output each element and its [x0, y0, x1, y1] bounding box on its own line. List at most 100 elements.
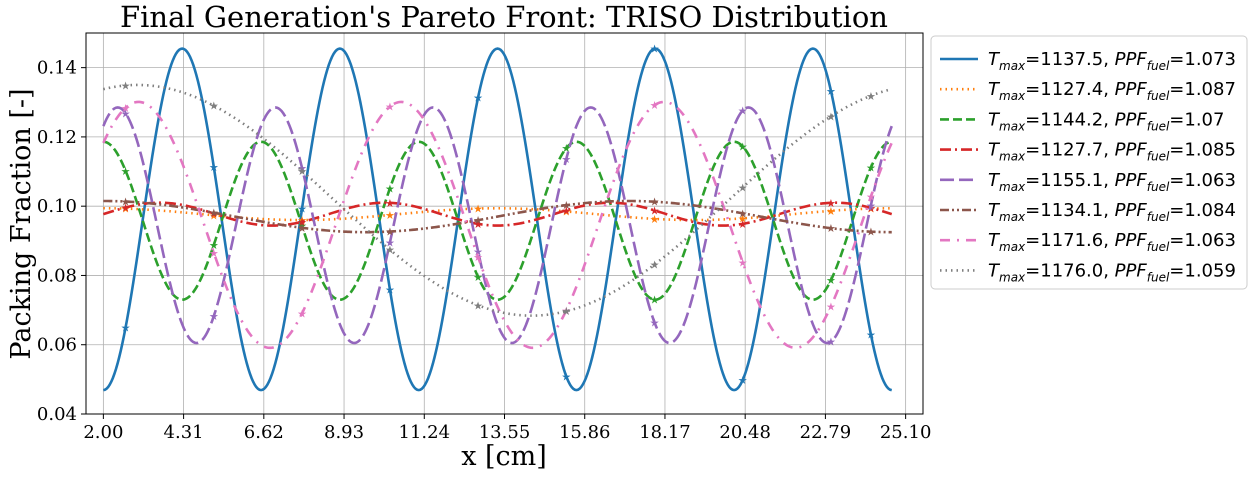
legend-entry: Tmax=1137.5, PPFfuel=1.073: [988, 49, 1236, 73]
y-tick-label: 0.06: [37, 335, 77, 356]
series-marker: ★: [650, 99, 660, 112]
legend-tmax: =1176.0,: [1025, 260, 1115, 281]
series-marker: ★: [209, 161, 219, 174]
series-line: [102, 201, 893, 227]
series-marker: ★: [866, 329, 876, 342]
series-marker: ★: [121, 107, 131, 120]
y-tick-label: 0.14: [37, 58, 77, 79]
series-marker: ★: [297, 214, 307, 227]
series-marker: ★: [866, 226, 876, 239]
legend-entry: Tmax=1127.7, PPFfuel=1.085: [988, 140, 1236, 164]
series-marker: ★: [826, 110, 836, 123]
series-marker: ★: [385, 244, 395, 257]
legend-tmax: =1137.5,: [1025, 49, 1115, 70]
series-marker: ★: [561, 205, 571, 218]
legend-tmax: =1127.4,: [1025, 79, 1115, 100]
series-marker: ★: [738, 218, 748, 231]
x-axis-label: x [cm]: [461, 441, 547, 472]
series-marker: ★: [385, 226, 395, 239]
series-marker: ★: [738, 212, 748, 225]
series-marker: ★: [121, 102, 131, 115]
x-axis: 2.00 4.31 6.62 8.93 11.24 13.55 15.86 18.17 20.4…: [83, 414, 931, 443]
series-marker: ★: [738, 181, 748, 194]
series-line: [102, 100, 893, 350]
series-marker: ★: [650, 294, 660, 307]
series-marker: ★: [209, 310, 219, 323]
y-tick-label: 0.12: [37, 127, 77, 148]
series-marker: ★: [297, 220, 307, 233]
series-marker: ★: [650, 43, 660, 56]
series-marker: ★: [385, 237, 395, 250]
series-marker: ★: [473, 203, 483, 216]
legend-entry: Tmax=1176.0, PPFfuel=1.059: [988, 260, 1236, 284]
series-marker: ★: [473, 214, 483, 227]
series-marker: ★: [561, 371, 571, 384]
x-tick-label: 22.79: [800, 422, 852, 443]
series-marker: ★: [561, 305, 571, 318]
legend-ppf: =1.073: [1169, 49, 1236, 70]
series-marker: ★: [738, 256, 748, 269]
series-line: [103, 199, 892, 234]
series-marker: ★: [826, 336, 836, 349]
series-marker: ★: [738, 207, 748, 220]
y-tick-label: 0.10: [37, 196, 77, 217]
series-marker: ★: [209, 207, 219, 220]
legend-tmax: =1144.2,: [1025, 109, 1115, 130]
series-marker: ★: [297, 222, 307, 235]
series-marker: ★: [385, 100, 395, 113]
series-line: [102, 106, 893, 345]
legend-ppf: =1.087: [1169, 79, 1236, 100]
y-axis: 0.04 0.06 0.08 0.10 0.12 0.14: [37, 58, 86, 425]
y-axis-label: Packing Fraction [-]: [6, 88, 37, 359]
legend: Tmax=1137.5, PPFfuel=1.073 Tmax=1127.4, P…: [930, 35, 1248, 290]
legend-frame: [930, 35, 1248, 290]
series-marker: ★: [738, 104, 748, 117]
series-marker: ★: [297, 162, 307, 175]
series-marker: ★: [209, 247, 219, 260]
x-tick-label: 4.31: [164, 422, 204, 443]
series-marker: ★: [297, 203, 307, 216]
series-marker: ★: [650, 213, 660, 226]
series-marker: ★: [738, 374, 748, 387]
series-marker: ★: [826, 205, 836, 218]
x-tick-label: 8.93: [324, 422, 364, 443]
series-marker: ★: [121, 79, 131, 92]
x-tick-label: 6.62: [244, 422, 284, 443]
series-marker: ★: [473, 271, 483, 284]
legend-tmax: =1127.7,: [1025, 140, 1115, 161]
legend-ppf: =1.059: [1169, 260, 1236, 281]
series-marker: ★: [473, 91, 483, 104]
legend-ppf: =1.085: [1169, 140, 1236, 161]
series-marker: ★: [561, 204, 571, 217]
series-marker: ★: [826, 222, 836, 235]
legend-entry: Tmax=1144.2, PPFfuel=1.07: [988, 109, 1224, 133]
series-marker: ★: [297, 307, 307, 320]
x-tick-label: 15.86: [559, 422, 611, 443]
series-marker: ★: [209, 100, 219, 113]
series-marker: ★: [385, 197, 395, 210]
series-line: [103, 83, 893, 317]
x-tick-label: 13.55: [479, 422, 531, 443]
x-tick-label: 20.48: [719, 422, 771, 443]
legend-ppf: =1.063: [1169, 170, 1236, 191]
legend-entry: Tmax=1134.1, PPFfuel=1.084: [988, 200, 1236, 224]
series-marker: ★: [473, 218, 483, 231]
series-line: [103, 140, 892, 302]
series-marker: ★: [650, 204, 660, 217]
series-marker: ★: [385, 182, 395, 195]
series-marker: ★: [650, 317, 660, 330]
series-marker: ★: [385, 283, 395, 296]
legend-ppf: =1.084: [1169, 200, 1236, 221]
series-marker: ★: [473, 246, 483, 259]
series-marker: ★: [561, 304, 571, 317]
series-marker: ★: [297, 165, 307, 178]
series-marker: ★: [650, 259, 660, 272]
series-marker: ★: [473, 251, 483, 264]
legend-ppf: =1.063: [1169, 230, 1236, 251]
series-marker: ★: [866, 90, 876, 103]
series-marker: ★: [866, 161, 876, 174]
y-tick-label: 0.04: [37, 404, 77, 425]
series-marker: ★: [826, 300, 836, 313]
series-marker: ★: [826, 85, 836, 98]
